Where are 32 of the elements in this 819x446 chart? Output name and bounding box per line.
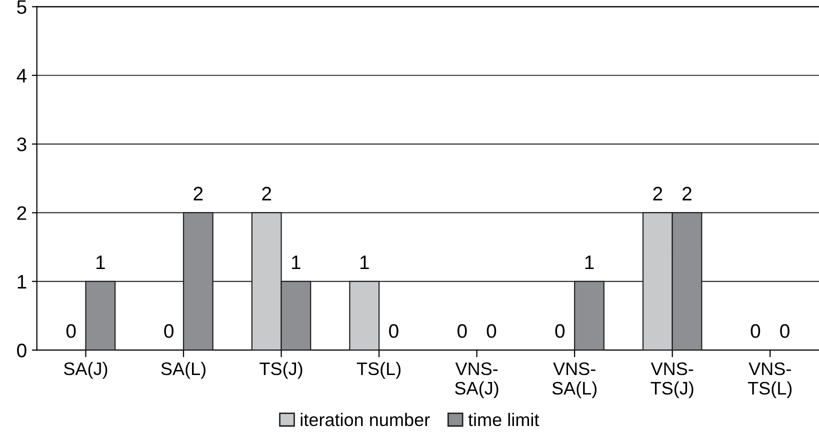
x-tick-label: SA(L) bbox=[161, 362, 206, 379]
data-label: 0 bbox=[458, 324, 467, 338]
data-label: 0 bbox=[750, 324, 760, 338]
data-label: 2 bbox=[262, 186, 272, 200]
data-label: 2 bbox=[682, 186, 692, 200]
data-label: 2 bbox=[194, 186, 203, 200]
legend-label: time limit bbox=[468, 412, 540, 426]
data-label: 0 bbox=[66, 324, 76, 338]
x-tick-label: TS(L) bbox=[356, 362, 400, 379]
data-label: 2 bbox=[653, 186, 662, 200]
data-label: 0 bbox=[164, 324, 174, 338]
x-tick-label: VNS- SA(J) bbox=[455, 362, 498, 398]
y-tick-label: 2 bbox=[17, 206, 26, 220]
data-label: 1 bbox=[96, 256, 105, 270]
data-label: 1 bbox=[360, 256, 369, 270]
data-label: 1 bbox=[585, 256, 594, 270]
data-label: 0 bbox=[780, 324, 790, 338]
x-tick-label: VNS- SA(L) bbox=[552, 362, 597, 398]
data-label: 1 bbox=[292, 256, 300, 270]
x-tick-label: VNS- TS(J) bbox=[650, 362, 694, 398]
data-label: 0 bbox=[555, 324, 565, 338]
x-tick-label: SA(J) bbox=[64, 362, 108, 379]
y-tick-label: 1 bbox=[18, 275, 26, 288]
y-tick-label: 0 bbox=[17, 344, 26, 358]
y-tick-label: 3 bbox=[17, 138, 26, 152]
legend-label: iteration number bbox=[300, 412, 430, 426]
y-tick-label: 5 bbox=[17, 0, 26, 14]
data-label: 0 bbox=[486, 324, 496, 338]
y-tick-label: 4 bbox=[16, 69, 27, 82]
x-tick-label: TS(J) bbox=[260, 362, 302, 379]
x-tick-label: VNS- TS(L) bbox=[748, 362, 792, 398]
data-label: 0 bbox=[389, 324, 398, 338]
